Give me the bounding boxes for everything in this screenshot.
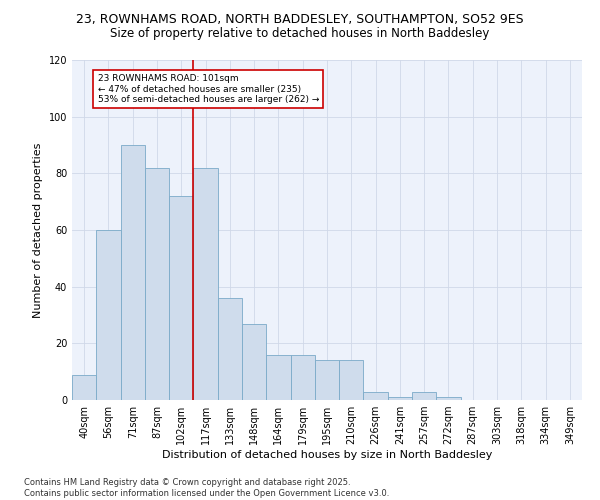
Bar bbox=[290, 354, 315, 400]
Bar bbox=[218, 298, 242, 400]
Bar bbox=[169, 196, 193, 400]
Bar bbox=[193, 168, 218, 400]
Text: Size of property relative to detached houses in North Baddesley: Size of property relative to detached ho… bbox=[110, 28, 490, 40]
X-axis label: Distribution of detached houses by size in North Baddesley: Distribution of detached houses by size … bbox=[162, 450, 492, 460]
Bar bbox=[242, 324, 266, 400]
Bar bbox=[266, 354, 290, 400]
Bar bbox=[72, 374, 96, 400]
Bar bbox=[121, 145, 145, 400]
Bar bbox=[388, 397, 412, 400]
Text: Contains HM Land Registry data © Crown copyright and database right 2025.
Contai: Contains HM Land Registry data © Crown c… bbox=[24, 478, 389, 498]
Bar bbox=[412, 392, 436, 400]
Text: 23, ROWNHAMS ROAD, NORTH BADDESLEY, SOUTHAMPTON, SO52 9ES: 23, ROWNHAMS ROAD, NORTH BADDESLEY, SOUT… bbox=[76, 12, 524, 26]
Bar bbox=[364, 392, 388, 400]
Bar bbox=[96, 230, 121, 400]
Bar bbox=[339, 360, 364, 400]
Bar bbox=[436, 397, 461, 400]
Y-axis label: Number of detached properties: Number of detached properties bbox=[33, 142, 43, 318]
Text: 23 ROWNHAMS ROAD: 101sqm
← 47% of detached houses are smaller (235)
53% of semi-: 23 ROWNHAMS ROAD: 101sqm ← 47% of detach… bbox=[97, 74, 319, 104]
Bar bbox=[145, 168, 169, 400]
Bar bbox=[315, 360, 339, 400]
